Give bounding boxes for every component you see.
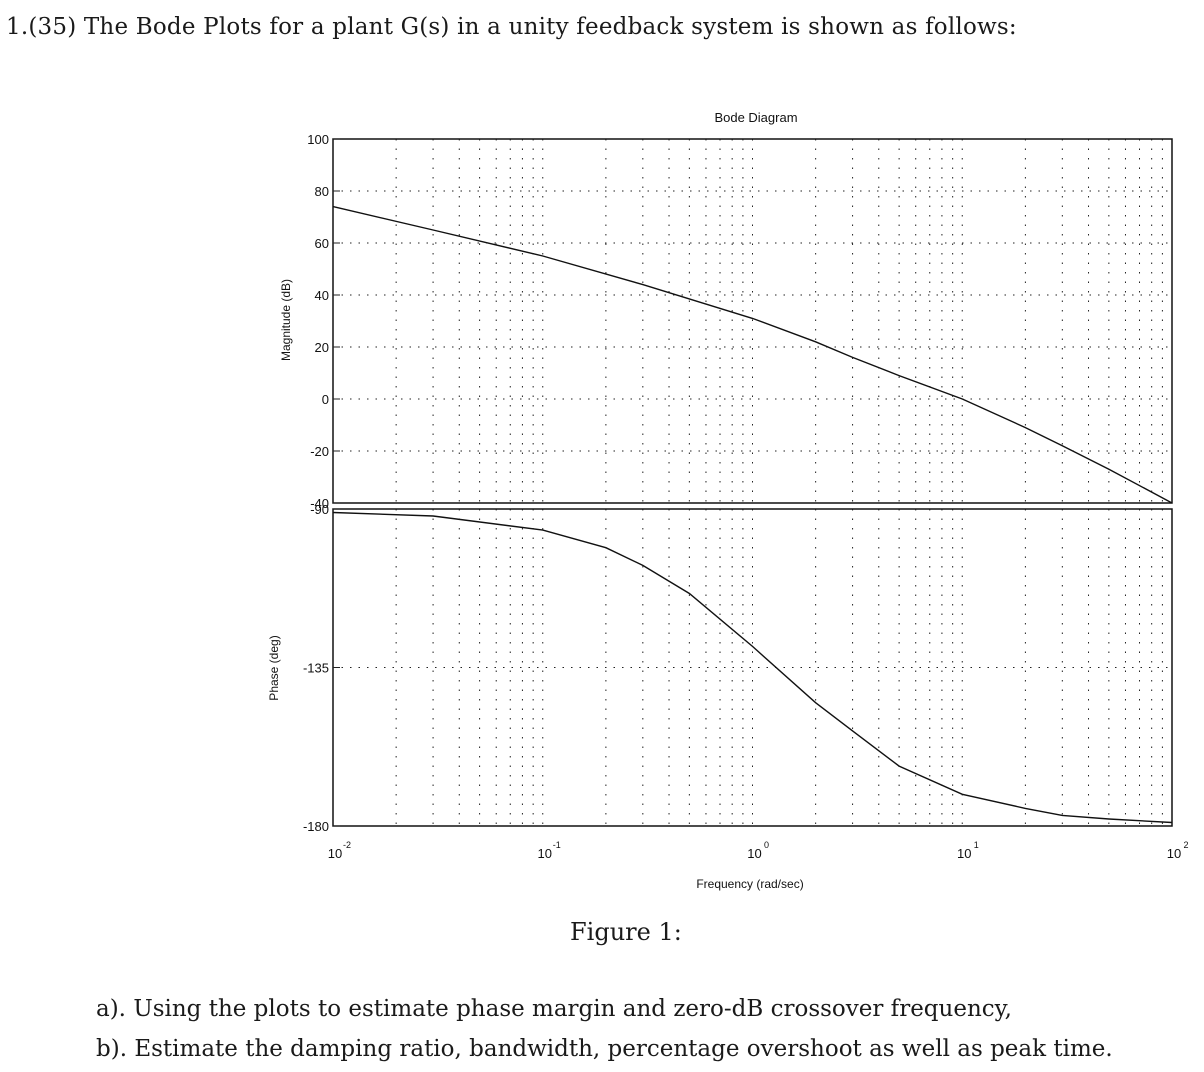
svg-text:-135: -135 bbox=[303, 661, 329, 676]
svg-text:10: 10 bbox=[957, 846, 971, 861]
part-b: b). Estimate the damping ratio, bandwidt… bbox=[96, 1036, 1113, 1062]
part-a-label: a). bbox=[96, 996, 126, 1022]
svg-text:10: 10 bbox=[538, 846, 552, 861]
axis-tick-labels: 100806040200-20-40-90-135-18010-210-1100… bbox=[303, 132, 1189, 861]
bode-diagram: Bode Diagram 100806040200-20-40-90-135-1… bbox=[267, 110, 1189, 891]
question-number: 1. bbox=[6, 14, 29, 40]
svg-text:10: 10 bbox=[747, 846, 761, 861]
part-a-text: Using the plots to estimate phase margin… bbox=[133, 996, 1012, 1022]
part-b-label: b). bbox=[96, 1036, 128, 1062]
magnitude-curve bbox=[332, 205, 1173, 504]
phase-curve bbox=[332, 511, 1173, 824]
figure-caption: Figure 1: bbox=[570, 918, 682, 946]
svg-text:-90: -90 bbox=[310, 502, 329, 517]
svg-text:20: 20 bbox=[315, 340, 329, 355]
svg-text:100: 100 bbox=[307, 132, 329, 147]
svg-text:0: 0 bbox=[764, 840, 769, 850]
svg-text:10: 10 bbox=[328, 846, 342, 861]
svg-text:80: 80 bbox=[315, 184, 329, 199]
svg-text:2: 2 bbox=[1183, 840, 1188, 850]
svg-text:-20: -20 bbox=[310, 444, 329, 459]
svg-text:0: 0 bbox=[322, 392, 329, 407]
svg-text:-1: -1 bbox=[553, 840, 561, 850]
chart-title: Bode Diagram bbox=[714, 110, 797, 125]
part-b-text: Estimate the damping ratio, bandwidth, p… bbox=[134, 1036, 1113, 1062]
svg-text:-180: -180 bbox=[303, 819, 329, 834]
svg-text:1: 1 bbox=[974, 840, 979, 850]
question-title: 1.(35) The Bode Plots for a plant G(s) i… bbox=[6, 14, 1017, 40]
magnitude-axes bbox=[332, 138, 1173, 504]
question-points: (35) bbox=[28, 14, 77, 40]
svg-text:60: 60 bbox=[315, 236, 329, 251]
phase-ylabel: Phase (deg) bbox=[267, 635, 281, 700]
svg-text:-2: -2 bbox=[343, 840, 351, 850]
svg-text:40: 40 bbox=[315, 288, 329, 303]
grid-lines bbox=[333, 139, 1172, 826]
x-axis-label: Frequency (rad/sec) bbox=[696, 877, 803, 891]
svg-text:-40: -40 bbox=[310, 496, 329, 511]
magnitude-ylabel: Magnitude (dB) bbox=[279, 279, 293, 361]
svg-text:10: 10 bbox=[1167, 846, 1181, 861]
question-text: The Bode Plots for a plant G(s) in a uni… bbox=[83, 14, 1017, 40]
part-a: a). Using the plots to estimate phase ma… bbox=[96, 996, 1012, 1022]
